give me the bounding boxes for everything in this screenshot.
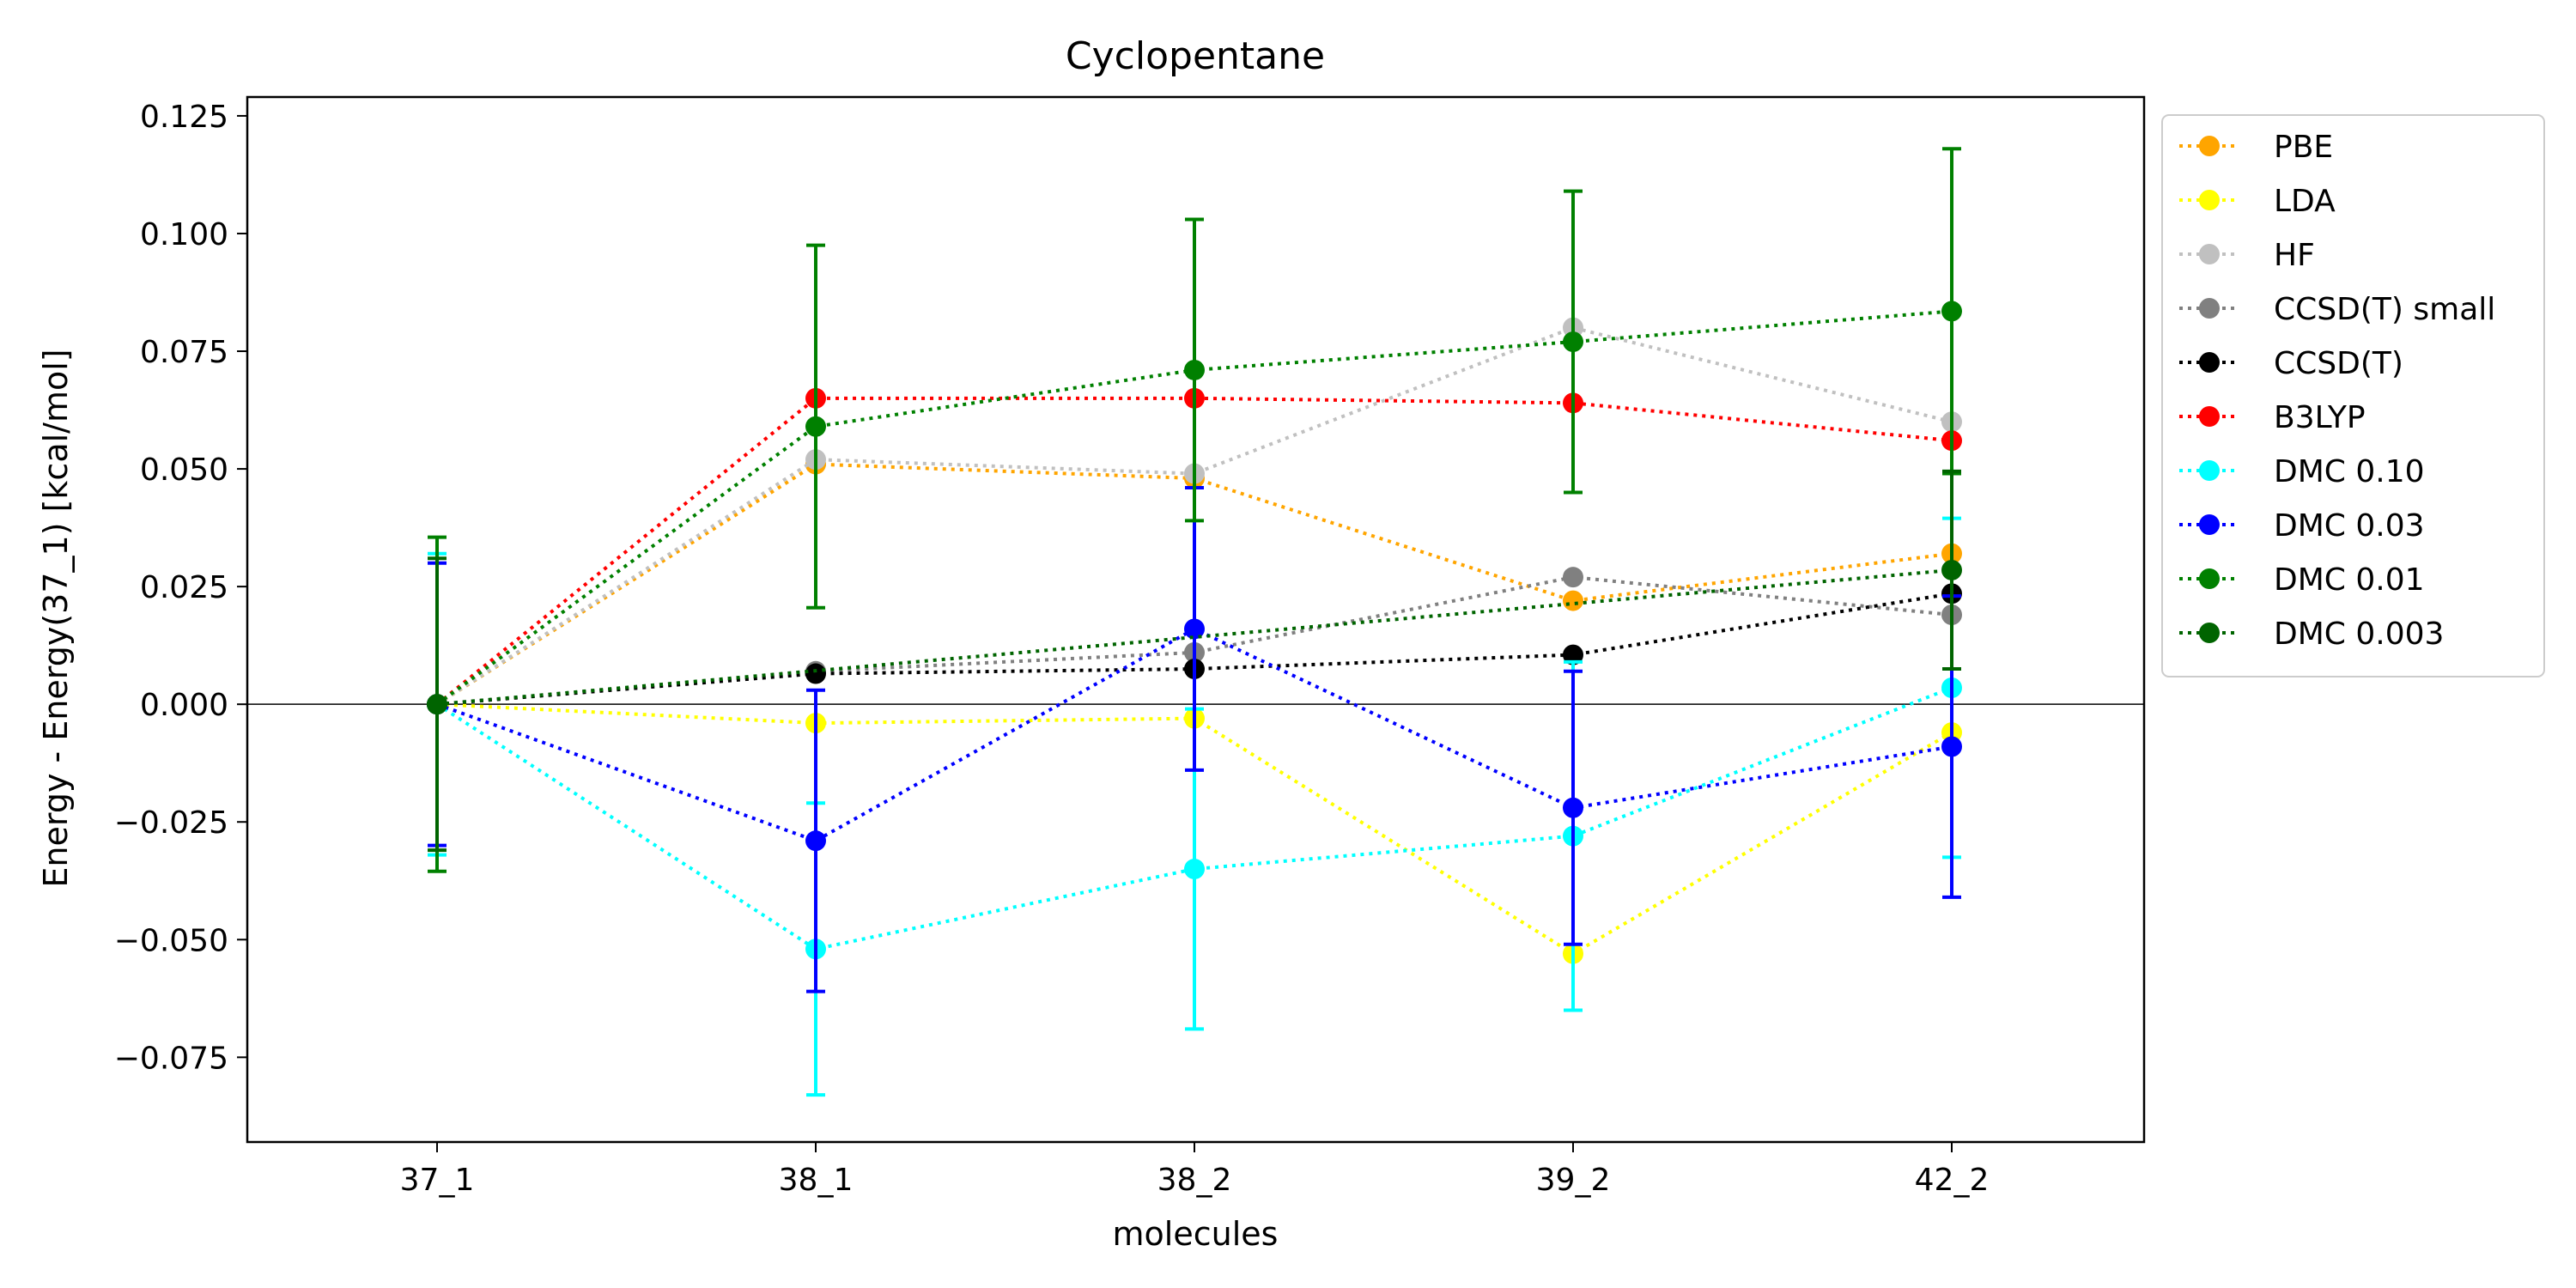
legend-label: DMC 0.10 (2274, 454, 2425, 489)
data-point (1184, 859, 1205, 880)
y-tick-label: 0.000 (140, 688, 228, 723)
data-point (805, 830, 826, 852)
legend-label: CCSD(T) small (2274, 292, 2495, 327)
y-tick-label: −0.075 (114, 1041, 228, 1076)
legend-marker (2199, 460, 2220, 481)
legend-marker (2199, 136, 2220, 156)
data-point (1941, 736, 1962, 757)
legend-marker (2199, 623, 2220, 643)
legend-label: DMC 0.01 (2274, 562, 2425, 598)
legend-label: B3LYP (2274, 400, 2366, 435)
legend-item-dmc-0-01: DMC 0.01 (2179, 562, 2425, 598)
legend-item-dmc-0-03: DMC 0.03 (2179, 508, 2425, 544)
legend-label: HF (2274, 238, 2315, 273)
data-point (805, 416, 826, 437)
data-point (1563, 644, 1583, 665)
legend-box (2161, 114, 2545, 677)
data-point (1563, 590, 1583, 611)
series-line (436, 627, 1953, 843)
x-tick-label: 42_2 (1915, 1163, 1990, 1198)
legend-item-dmc-0-003: DMC 0.003 (2179, 617, 2444, 652)
legend-marker (2199, 568, 2220, 589)
y-tick-label: −0.025 (114, 805, 228, 841)
x-axis-label: molecules (1113, 1215, 1279, 1253)
y-tick-label: 0.025 (140, 570, 228, 605)
data-point (1941, 301, 1962, 322)
y-tick-label: −0.050 (114, 923, 228, 958)
legend-item-b3lyp: B3LYP (2179, 400, 2366, 435)
x-tick-label: 37_1 (400, 1163, 475, 1198)
y-tick-label: 0.075 (140, 335, 228, 370)
legend-label: DMC 0.03 (2274, 508, 2425, 544)
legend-marker (2199, 406, 2220, 427)
legend: PBE LDA HF CCSD(T) small CCSD(T) B3LYP DMC 0.1… (2161, 114, 2545, 677)
data-point (1184, 618, 1205, 640)
series-line (435, 325, 1953, 706)
y-tick-label: 0.050 (140, 453, 228, 488)
data-point (1184, 359, 1205, 380)
legend-marker (2199, 298, 2220, 319)
legend-item-pbe: PBE (2179, 130, 2333, 165)
legend-item-dmc-0-10: DMC 0.10 (2179, 454, 2425, 489)
plot-frame (246, 95, 2146, 1144)
series-dmc-0-003 (427, 469, 1962, 853)
legend-marker (2199, 244, 2220, 264)
chart-title: Cyclopentane (1066, 34, 1325, 78)
y-tick-label: 0.100 (140, 217, 228, 252)
legend-item-lda: LDA (2179, 184, 2336, 219)
x-tick-label: 38_2 (1157, 1163, 1232, 1198)
data-point (1563, 797, 1583, 818)
series-line (435, 686, 1953, 951)
series-line (436, 575, 1953, 707)
data-point (1563, 331, 1583, 353)
data-point (805, 663, 826, 684)
legend-label: LDA (2274, 184, 2336, 219)
legend-label: PBE (2274, 130, 2333, 165)
legend-label: DMC 0.003 (2274, 617, 2444, 652)
legend-item-ccsd-t-small: CCSD(T) small (2179, 292, 2495, 327)
y-tick-label: 0.125 (140, 100, 228, 135)
axes: −0.075 −0.050 −0.025 0.000 0.025 0.050 0.075 0.… (114, 100, 1990, 1198)
y-axis-label: Energy - Energy(37_1) [kcal/mol] (37, 349, 75, 887)
legend-item-hf: HF (2179, 238, 2315, 273)
legend-marker (2199, 514, 2220, 535)
legend-label: CCSD(T) (2274, 346, 2403, 381)
data-point (1941, 559, 1962, 580)
legend-item-ccsd-t: CCSD(T) (2179, 346, 2403, 381)
plot-area (247, 147, 2144, 1097)
legend-marker (2199, 352, 2220, 373)
data-point (1563, 567, 1583, 588)
legend-marker (2199, 190, 2220, 210)
x-tick-label: 38_1 (779, 1163, 854, 1198)
data-point (427, 694, 447, 715)
x-tick-label: 39_2 (1536, 1163, 1611, 1198)
